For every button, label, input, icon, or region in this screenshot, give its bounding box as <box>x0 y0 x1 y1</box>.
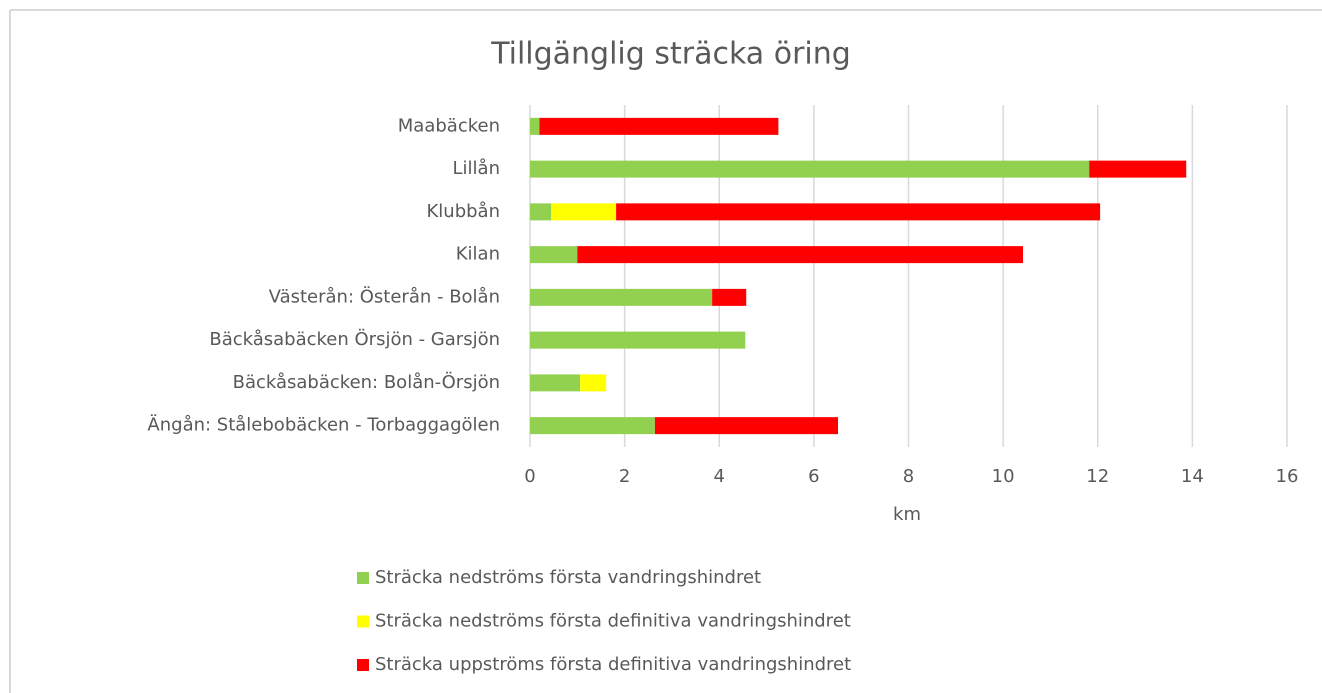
x-tick-label: 14 <box>1181 466 1204 487</box>
y-tick-label: Maabäcken <box>398 115 500 136</box>
y-tick-label: Västerån: Österån - Bolån <box>269 285 500 307</box>
y-tick-label: Bäckåsabäcken Örsjön - Garsjön <box>209 328 500 350</box>
bar-segment <box>530 203 552 221</box>
chart-title: Tillgänglig sträcka öring <box>490 37 851 72</box>
bar-segment <box>654 417 839 435</box>
legend-swatch <box>357 659 369 671</box>
x-axis-label: km <box>893 504 921 525</box>
bar-segment <box>530 417 655 435</box>
y-tick-label: Klubbån <box>426 201 500 222</box>
bar-segment <box>530 331 746 349</box>
legend-label: Sträcka nedströms första vandringshindre… <box>375 567 761 588</box>
x-tick-label: 16 <box>1276 466 1299 487</box>
bar-segment <box>580 374 607 392</box>
x-tick-label: 2 <box>619 466 630 487</box>
legend-label: Sträcka uppströms första definitiva vand… <box>375 654 851 675</box>
bar-segment <box>530 246 578 264</box>
x-tick-label: 10 <box>992 466 1015 487</box>
legend-swatch <box>357 615 369 628</box>
bar-segment <box>530 374 581 392</box>
y-tick-label: Bäckåsabäcken: Bolån-Örsjön <box>233 371 500 393</box>
x-tick-label: 0 <box>524 466 535 487</box>
x-tick-label: 12 <box>1086 466 1109 487</box>
y-tick-label: Ängån: Stålebobäcken - Torbaggagölen <box>147 415 500 436</box>
bar-segment <box>616 203 1101 221</box>
y-tick-label: Kilan <box>456 244 500 265</box>
bar-segment <box>530 288 713 306</box>
x-tick-label: 4 <box>714 466 725 487</box>
bar-segment <box>530 160 1090 178</box>
bar-segment <box>712 288 747 306</box>
x-tick-label: 8 <box>903 466 914 487</box>
y-tick-label: Lillån <box>453 158 500 179</box>
bar-segment <box>577 246 1023 264</box>
bar-segment <box>530 117 540 135</box>
bar-segment <box>551 203 617 221</box>
bar-segment <box>1089 160 1187 178</box>
legend-label: Sträcka nedströms första definitiva vand… <box>375 611 851 632</box>
x-tick-label: 6 <box>808 466 819 487</box>
legend-swatch <box>357 572 369 584</box>
bar-segment <box>539 117 779 135</box>
